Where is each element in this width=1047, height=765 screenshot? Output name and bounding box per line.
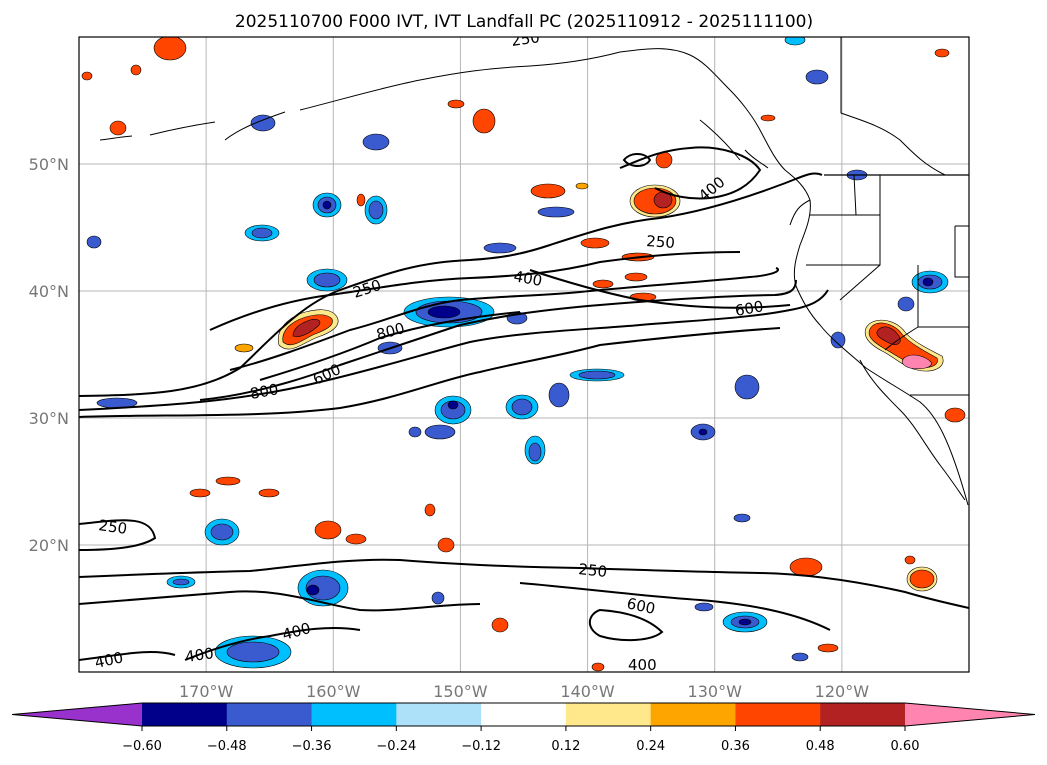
colorbar-bin (142, 703, 228, 726)
contour-label: 400 (184, 644, 215, 666)
colorbar-bin (735, 703, 821, 726)
contour-label: 400 (628, 656, 657, 674)
coastlines-and-borders (99, 37, 969, 506)
lat-label: 50°N (29, 155, 69, 174)
lon-label: 160°W (306, 682, 361, 701)
colorbar-bin (226, 703, 313, 726)
colorbar-tick-label: 0.48 (806, 739, 835, 754)
colorbar-extend-high (905, 703, 1035, 726)
colorbar-bin (650, 703, 736, 726)
graticule (79, 37, 969, 672)
colorbar-bin (820, 703, 906, 726)
lon-label: 130°W (688, 682, 743, 701)
contour-label: 400 (512, 267, 543, 290)
latitude-labels: 50°N 40°N 30°N 20°N (29, 155, 69, 555)
map-title: 2025110700 F000 IVT, IVT Landfall PC (20… (235, 12, 813, 32)
colorbar-extend-low (12, 703, 142, 726)
contour-label: 250 (97, 516, 128, 538)
map-border (78, 36, 970, 673)
contour-label: 250 (646, 232, 676, 252)
contour-label: 250 (578, 560, 608, 581)
colorbar-tick-label: 0.60 (891, 739, 920, 754)
colorbar-tick-label: 0.12 (551, 739, 580, 754)
colorbar-tick-label: −0.60 (122, 739, 162, 754)
contour-label: 600 (625, 594, 657, 618)
contour-label: 800 (249, 380, 280, 403)
colorbar-bin (311, 703, 397, 726)
lon-label: 140°W (560, 682, 615, 701)
lat-label: 40°N (29, 282, 69, 301)
negative-pc-anomalies (86, 37, 949, 669)
colorbar: −0.60 −0.48 −0.36 −0.24 −0.12 0.12 0.24 0.36 0.4… (11, 702, 1036, 754)
colorbar-bin (481, 703, 567, 726)
colorbar-tick-label: −0.12 (461, 739, 501, 754)
lat-label: 30°N (29, 409, 69, 428)
lon-label: 120°W (815, 682, 870, 701)
lon-label: 150°W (433, 682, 488, 701)
lat-label: 20°N (29, 536, 69, 555)
positive-pc-anomalies (81, 37, 966, 672)
contour-label: 600 (734, 297, 765, 320)
lon-label: 170°W (179, 682, 234, 701)
contour-label: 250 (510, 28, 541, 50)
contour-label: 400 (93, 648, 125, 672)
colorbar-bin (396, 703, 482, 726)
colorbar-tick-label: 0.24 (636, 739, 665, 754)
colorbar-tick-label: 0.36 (721, 739, 750, 754)
colorbar-tick-label: −0.24 (376, 739, 416, 754)
map-panel: 250 250 250 250 250 400 400 400 400 400 … (78, 28, 970, 674)
contour-labels: 250 250 250 250 250 400 400 400 400 400 … (93, 28, 765, 674)
colorbar-tick-label: −0.36 (292, 739, 332, 754)
colorbar-bin (565, 703, 652, 726)
longitude-labels: 170°W 160°W 150°W 140°W 130°W 120°W (179, 682, 869, 701)
ivt-contours (79, 146, 969, 661)
colorbar-tick-label: −0.48 (207, 739, 247, 754)
